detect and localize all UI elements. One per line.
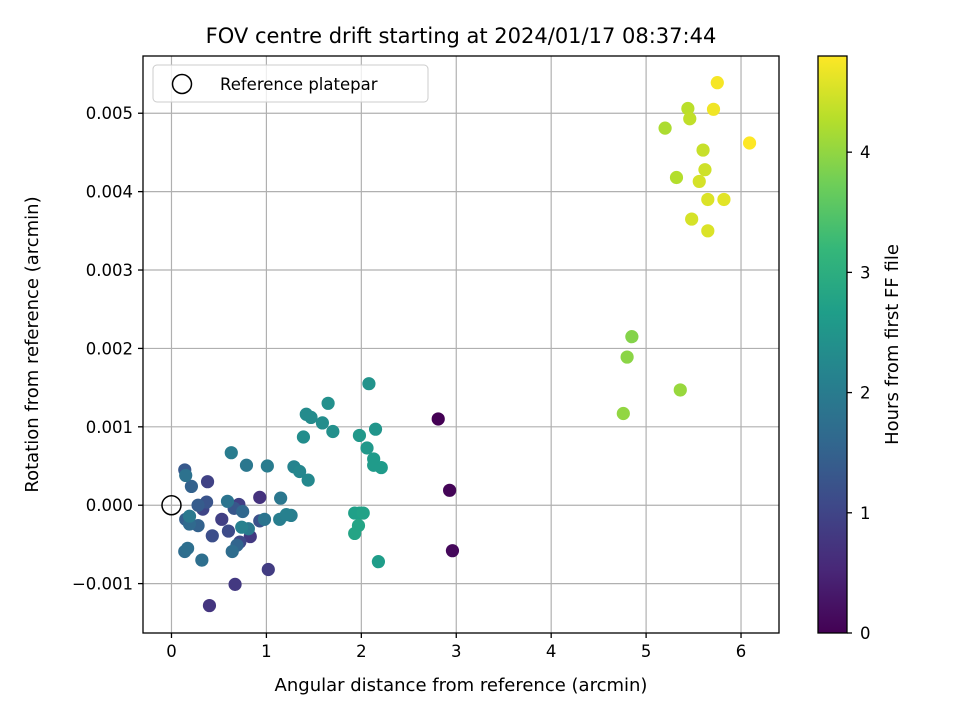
scatter-point: [356, 506, 370, 520]
scatter-point: [225, 544, 239, 559]
scatter-point: [368, 422, 383, 436]
scatter-point: [692, 174, 706, 189]
x-tick-label: 3: [451, 642, 462, 661]
scatter-point: [701, 192, 715, 207]
scatter-point: [658, 121, 672, 135]
scatter-point: [215, 512, 229, 526]
y-tick-label: 0.005: [86, 104, 133, 123]
scatter-point: [685, 212, 699, 226]
colorbar: 0 1 2 3 4 Hours from first FF file: [817, 55, 903, 643]
scatter-point: [360, 441, 374, 455]
scatter-point: [301, 473, 315, 487]
scatter-point: [362, 377, 376, 391]
scatter-point: [315, 416, 330, 430]
x-tick-label: 5: [641, 642, 652, 661]
legend: Reference platepar: [152, 64, 429, 103]
x-tick-label: 4: [546, 642, 557, 661]
scatter-point: [221, 524, 236, 538]
scatter-points: [178, 76, 757, 613]
chart-title: FOV centre drift starting at 2024/01/17 …: [206, 24, 717, 48]
scatter-point: [279, 508, 293, 522]
scatter-point: [352, 428, 367, 443]
x-axis-label: Angular distance from reference (arcmin): [275, 675, 648, 696]
scatter-point: [374, 460, 388, 475]
scatter-point: [625, 330, 639, 344]
colorbar-tick-label: 3: [860, 263, 871, 282]
y-axis: −0.001 0.000 0.001 0.002 0.003 0.004 0.005: [72, 104, 143, 594]
y-tick-label: −0.001: [72, 575, 133, 594]
scatter-point: [181, 541, 195, 555]
y-tick-label: 0.000: [86, 496, 133, 515]
scatter-point: [616, 406, 630, 421]
x-axis: 0 1 2 3 4 5 6: [166, 633, 746, 661]
scatter-point: [371, 555, 386, 569]
scatter-point: [742, 136, 757, 150]
scatter-point: [701, 224, 715, 238]
scatter-point: [202, 598, 217, 613]
scatter-point: [683, 112, 697, 126]
scatter-point: [304, 410, 318, 425]
plot-frame: [142, 55, 780, 634]
scatter-point: [717, 192, 731, 207]
scatter-point: [673, 383, 687, 397]
y-tick-label: 0.002: [86, 339, 133, 358]
scatter-point: [261, 562, 275, 577]
y-axis-label: Rotation from reference (arcmin): [22, 196, 43, 492]
colorbar-tick-label: 4: [860, 143, 871, 162]
scatter-point: [710, 76, 724, 90]
x-tick-label: 1: [261, 642, 272, 661]
scatter-point: [235, 520, 249, 534]
plot-area: [142, 55, 780, 634]
x-tick-label: 2: [356, 642, 367, 661]
legend-entry-label: Reference platepar: [220, 75, 378, 94]
scatter-point: [293, 464, 307, 479]
scatter-point: [669, 170, 684, 185]
scatter-point: [195, 553, 209, 567]
scatter-point: [184, 479, 199, 493]
scatter-point: [274, 491, 288, 505]
scatter-point: [296, 430, 311, 444]
colorbar-tick-label: 0: [860, 624, 871, 643]
legend-box: [152, 64, 429, 103]
scatter-point: [179, 468, 193, 483]
scatter-point: [220, 494, 235, 508]
scatter-point: [182, 509, 197, 523]
y-tick-label: 0.003: [86, 261, 133, 280]
reference-point-marker: [161, 494, 182, 516]
colorbar-ticks: 0 1 2 3 4: [847, 143, 871, 643]
scatter-point: [228, 577, 242, 591]
scatter-point: [443, 483, 457, 497]
scatter-point: [224, 446, 238, 460]
scatter-point: [706, 102, 721, 116]
scatter-point: [191, 498, 205, 512]
colorbar-label: Hours from first FF file: [882, 244, 903, 445]
scatter-point: [698, 163, 712, 177]
colorbar-tick-label: 1: [860, 504, 871, 523]
colorbar-gradient: [818, 56, 847, 633]
legend-marker-icon: [171, 73, 193, 95]
scatter-point: [431, 412, 445, 426]
scatter-point: [260, 459, 274, 473]
colorbar-tick-label: 2: [860, 384, 871, 403]
scatter-point: [620, 350, 634, 364]
scatter-point: [253, 490, 267, 504]
scatter-point: [681, 101, 695, 116]
scatter-point: [205, 529, 219, 543]
scatter-point: [257, 512, 272, 526]
scatter-point: [348, 526, 362, 541]
scatter-point: [236, 504, 250, 519]
x-tick-label: 6: [736, 642, 747, 661]
x-tick-label: 0: [166, 642, 177, 661]
scatter-point: [445, 544, 460, 558]
grid: [143, 56, 779, 633]
colorbar-frame: [817, 55, 848, 634]
y-tick-label: 0.001: [86, 418, 133, 437]
scatter-point: [321, 396, 335, 410]
y-tick-label: 0.004: [86, 183, 133, 202]
scatter-point: [696, 143, 710, 157]
scatter-point: [200, 475, 215, 489]
scatter-point: [326, 424, 340, 439]
scatter-point: [239, 458, 254, 472]
